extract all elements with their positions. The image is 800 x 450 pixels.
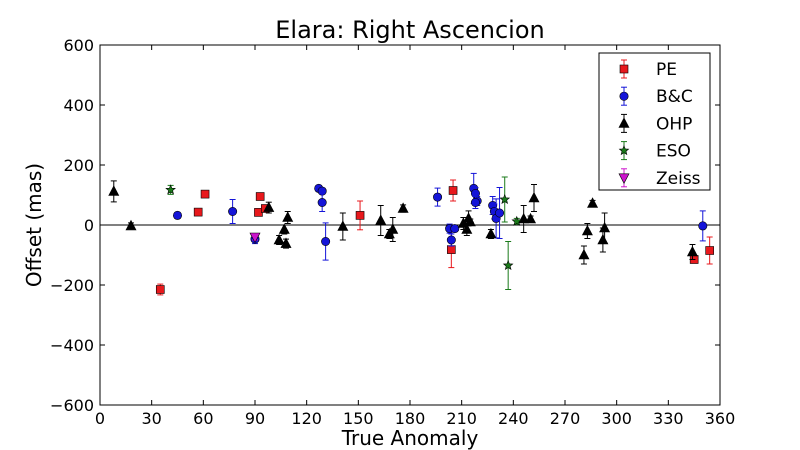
- data-point: [447, 245, 456, 254]
- legend-marker: [618, 173, 630, 184]
- y-axis-label: Offset (mas): [22, 163, 46, 287]
- chart-title: Elara: Right Ascencion: [275, 16, 545, 44]
- data-point: [518, 212, 530, 224]
- data-point: [485, 227, 497, 239]
- data-point: [321, 237, 331, 247]
- legend-box: [598, 52, 711, 191]
- data-point: [499, 193, 511, 205]
- legend-marker: [618, 117, 630, 128]
- data-point: [173, 210, 183, 220]
- legend-label: PE: [656, 60, 677, 80]
- y-tick-label: −600: [50, 396, 94, 415]
- series-b-c: [173, 172, 708, 261]
- x-tick-label: 270: [550, 409, 581, 428]
- y-tick-label: 200: [63, 156, 94, 175]
- data-point: [387, 223, 399, 234]
- data-point: [587, 197, 599, 208]
- legend-marker: [619, 91, 629, 101]
- legend-label: Zeiss: [656, 169, 701, 189]
- data-point: [108, 185, 120, 196]
- data-point: [155, 285, 165, 294]
- y-tick-label: −200: [50, 276, 94, 295]
- y-tick-label: 400: [63, 96, 94, 115]
- x-tick-label: 240: [498, 409, 529, 428]
- legend-marker: [618, 144, 630, 156]
- data-point: [125, 219, 137, 231]
- legend: PE B&C OHP ESO Zeiss: [598, 52, 711, 191]
- data-point: [495, 208, 505, 218]
- data-point: [280, 237, 292, 248]
- legend-marker: [619, 64, 629, 74]
- data-point: [450, 224, 460, 234]
- data-point: [193, 207, 203, 217]
- data-point: [502, 259, 514, 271]
- data-point: [337, 220, 349, 231]
- data-point: [273, 233, 285, 245]
- x-tick-label: 60: [193, 409, 213, 428]
- x-tick-label: 30: [141, 409, 161, 428]
- data-point: [433, 192, 443, 202]
- x-tick-label: 0: [95, 409, 105, 428]
- series-eso: [165, 176, 523, 290]
- data-point: [249, 232, 261, 244]
- data-point: [278, 223, 290, 234]
- y-tick-label: −400: [50, 336, 94, 355]
- y-tick-label: 0: [84, 216, 94, 235]
- data-point: [686, 245, 698, 257]
- x-axis-label: True Anomaly: [341, 426, 479, 450]
- x-tick-label: 180: [395, 409, 426, 428]
- y-tick-label: 600: [63, 36, 94, 55]
- x-tick-label: 300: [601, 409, 632, 428]
- data-point: [698, 221, 708, 231]
- data-point: [464, 215, 476, 227]
- series-ohp: [108, 180, 698, 265]
- data-point: [581, 224, 593, 236]
- series-zeiss: [249, 232, 261, 244]
- data-point: [705, 246, 714, 255]
- x-tick-label: 90: [245, 409, 265, 428]
- x-tick-label: 210: [446, 409, 477, 428]
- data-point: [228, 207, 238, 217]
- data-point: [255, 192, 265, 201]
- data-point: [470, 198, 480, 208]
- data-point: [525, 212, 537, 224]
- data-point: [448, 186, 458, 195]
- legend-label: ESO: [656, 142, 691, 162]
- x-tick-label: 330: [653, 409, 684, 428]
- data-point: [578, 248, 590, 260]
- data-point: [355, 211, 365, 220]
- legend-label: B&C: [656, 87, 693, 107]
- x-tick-label: 360: [705, 409, 736, 428]
- data-point: [599, 221, 611, 233]
- x-tick-label: 120: [291, 409, 322, 428]
- data-point: [282, 211, 294, 222]
- data-point: [263, 201, 275, 212]
- data-point: [597, 233, 609, 245]
- data-point: [397, 202, 409, 213]
- data-point: [165, 184, 176, 195]
- plot-frame: [99, 44, 721, 406]
- chart-ticks: 0 30 60 90 120 150 180 210 240 270 300 330 360 −600 −4…: [50, 36, 735, 428]
- data-point: [317, 198, 327, 208]
- data-point: [375, 214, 387, 225]
- legend-label: OHP: [656, 114, 692, 134]
- data-point: [446, 235, 456, 245]
- data-point: [511, 215, 523, 226]
- data-point: [200, 189, 210, 199]
- data-point: [528, 191, 540, 203]
- x-tick-label: 150: [343, 409, 374, 428]
- data-point: [461, 223, 473, 234]
- chart-marks: [100, 172, 720, 296]
